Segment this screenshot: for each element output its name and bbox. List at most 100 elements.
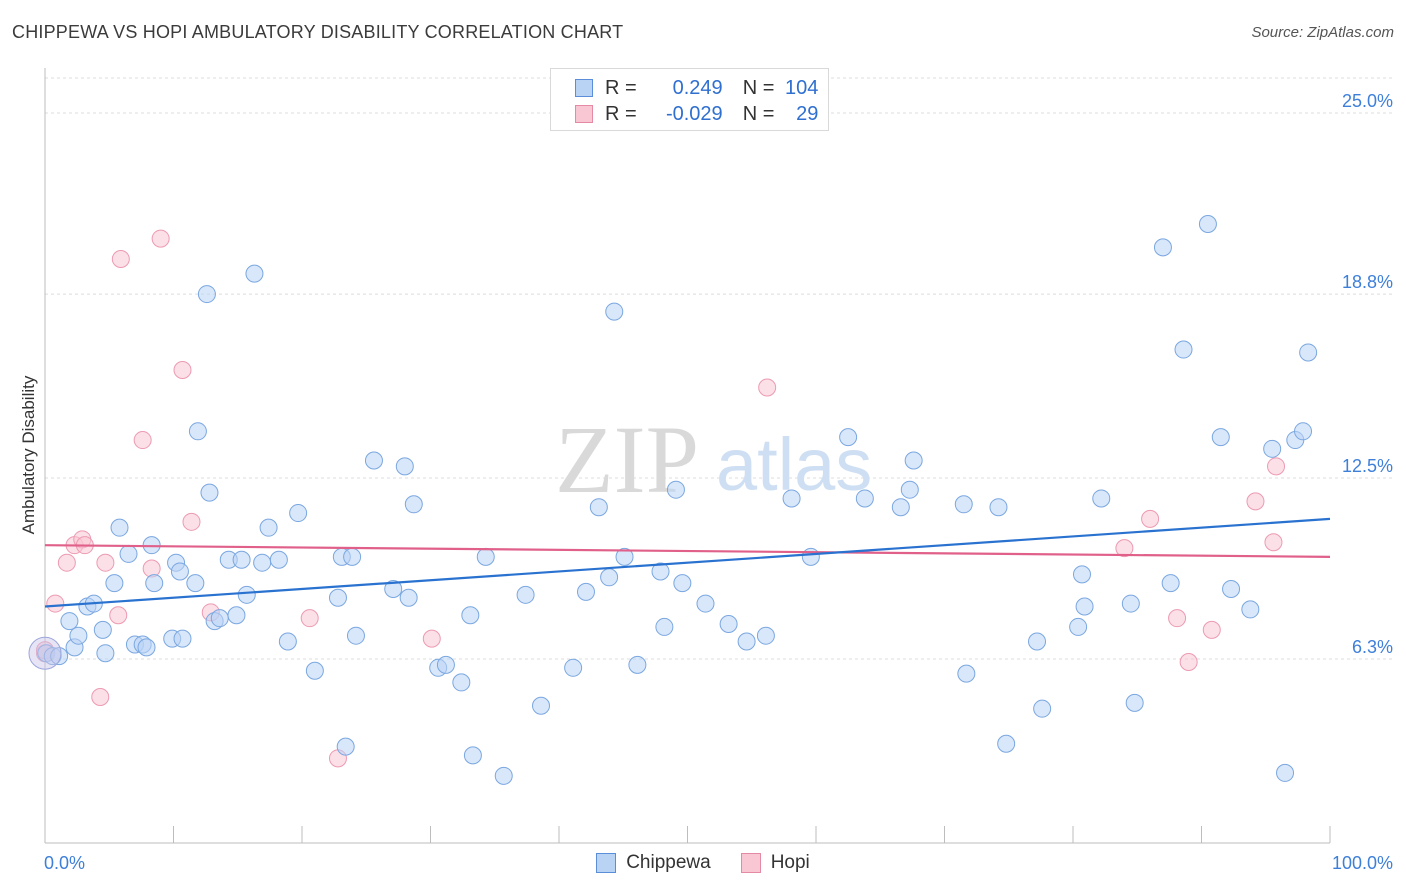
chippewa-point	[170, 562, 189, 581]
chippewa-point	[839, 428, 858, 447]
chippewa-point	[105, 574, 124, 593]
chippewa-point	[69, 626, 88, 645]
chippewa-point	[605, 302, 624, 321]
series-legend: Chippewa Hopi	[0, 852, 1406, 874]
chippewa-point	[93, 620, 112, 639]
hopi-point	[1267, 457, 1286, 476]
r-value: -0.029	[665, 102, 723, 125]
chippewa-point	[197, 285, 216, 304]
chippewa-point	[900, 480, 919, 499]
chippewa-point	[673, 574, 692, 593]
chippewa-point	[1153, 238, 1172, 257]
chippewa-points	[28, 214, 1318, 785]
y-tick-label: 12.5%	[1342, 456, 1393, 476]
chippewa-point	[232, 550, 251, 569]
legend-row-hopi: R = -0.029 N = 29	[575, 102, 818, 126]
chippewa-point	[1125, 693, 1144, 712]
hopi-point	[91, 688, 110, 707]
source-label: Source: ZipAtlas.com	[1251, 24, 1394, 41]
chippewa-point	[1121, 594, 1140, 613]
chippewa-point	[891, 498, 910, 517]
chippewa-point	[96, 644, 115, 663]
n-value: 29	[796, 102, 819, 125]
chippewa-point	[516, 585, 535, 604]
chippewa-point	[210, 609, 229, 628]
chippewa-point	[651, 562, 670, 581]
chippewa-point	[1276, 763, 1295, 782]
hopi-trend-line	[44, 544, 1331, 558]
hopi-point	[151, 229, 170, 248]
hopi-point	[96, 553, 115, 572]
chippewa-point	[997, 734, 1016, 753]
chippewa-point	[173, 629, 192, 648]
hopi-point	[142, 559, 161, 578]
chippewa-point	[494, 766, 513, 785]
chippewa-point	[564, 658, 583, 677]
chippewa-point	[60, 612, 79, 631]
hopi-point	[109, 606, 128, 625]
chippewa-point	[259, 518, 278, 537]
y-tick-label: 18.8%	[1342, 272, 1393, 292]
y-tick-label: 6.3%	[1352, 637, 1393, 657]
correlation-legend: R = 0.249 N = 104 R = -0.029 N = 29	[550, 68, 829, 131]
chippewa-point	[1092, 489, 1111, 508]
chippewa-point	[737, 632, 756, 651]
gridlines	[45, 77, 1395, 660]
legend-swatch-chippewa	[575, 79, 593, 97]
chippewa-point	[1294, 422, 1313, 441]
chippewa-point	[452, 673, 471, 692]
chippewa-point	[404, 495, 423, 514]
chippewa-point	[782, 489, 801, 508]
legend-row-chippewa: R = 0.249 N = 104	[575, 76, 818, 100]
chippewa-point	[989, 498, 1008, 517]
legend-label-chippewa: Chippewa	[626, 852, 711, 873]
chippewa-point	[1033, 699, 1052, 718]
chippewa-point	[119, 544, 138, 563]
legend-item-chippewa: Chippewa	[596, 852, 711, 874]
hopi-point	[173, 360, 192, 379]
chippewa-point	[305, 661, 324, 680]
chippewa-point	[245, 264, 264, 283]
legend-swatch-hopi	[575, 105, 593, 123]
chippewa-point	[237, 585, 256, 604]
chippewa-point	[1075, 597, 1094, 616]
hopi-point	[46, 594, 65, 613]
hopi-point	[758, 378, 777, 397]
chippewa-point	[145, 574, 164, 593]
hopi-point	[1179, 652, 1198, 671]
chippewa-point	[1198, 214, 1217, 233]
chippewa-point	[1069, 617, 1088, 636]
chippewa-point	[336, 737, 355, 756]
chippewa-point	[855, 489, 874, 508]
chippewa-point	[1263, 439, 1282, 458]
chippewa-point	[756, 626, 775, 645]
chippewa-point	[343, 547, 362, 566]
n-value: 104	[785, 76, 819, 99]
chippewa-point	[328, 588, 347, 607]
chippewa-point	[1072, 565, 1091, 584]
hopi-point	[111, 250, 130, 269]
chippewa-point	[346, 626, 365, 645]
cluster-point	[28, 636, 62, 670]
chippewa-point	[461, 606, 480, 625]
x-tick-label: 0.0%	[44, 853, 85, 873]
chippewa-point	[200, 483, 219, 502]
chippewa-point	[1299, 343, 1318, 362]
chippewa-point	[253, 553, 272, 572]
chippewa-point	[476, 547, 495, 566]
chippewa-point	[589, 498, 608, 517]
chippewa-point	[188, 422, 207, 441]
hopi-point	[300, 609, 319, 628]
hopi-point	[57, 553, 76, 572]
watermark: ZIP atlas	[555, 406, 872, 513]
chart-title: CHIPPEWA VS HOPI AMBULATORY DISABILITY C…	[12, 22, 624, 42]
chippewa-point	[615, 547, 634, 566]
chippewa-point	[532, 696, 551, 715]
n-label: N =	[742, 102, 775, 125]
chippewa-point	[696, 594, 715, 613]
chippewa-point	[269, 550, 288, 569]
legend-item-hopi: Hopi	[740, 852, 810, 874]
y-tick-label: 25.0%	[1342, 91, 1393, 111]
chippewa-point	[576, 582, 595, 601]
